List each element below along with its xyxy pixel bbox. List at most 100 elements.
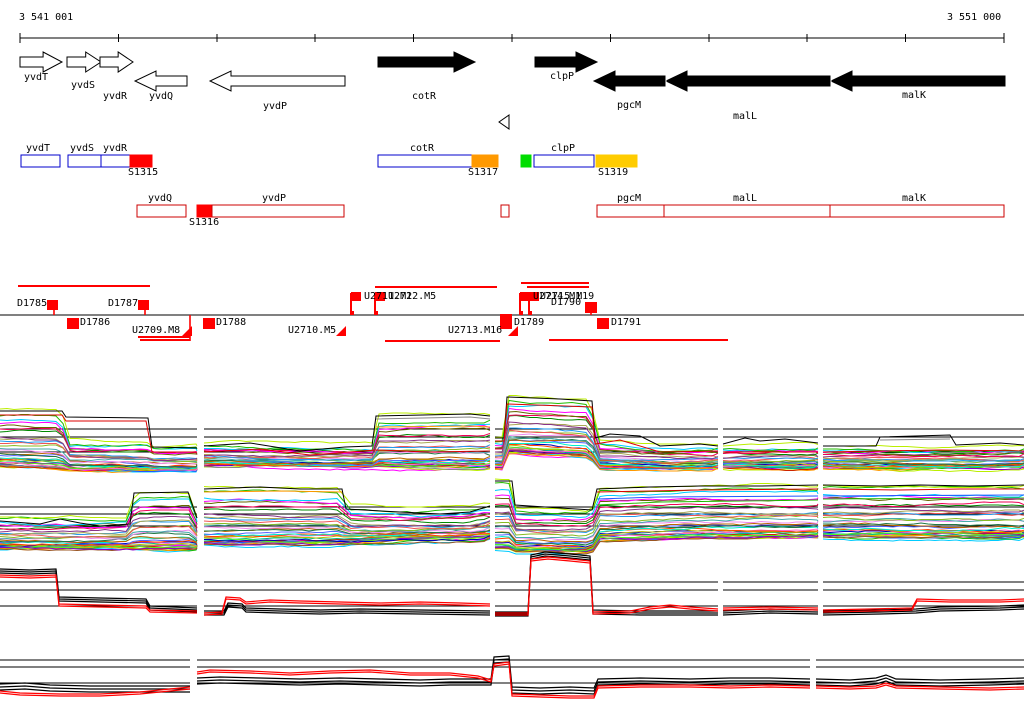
probe-flag-U2712.M5-label[interactable]: U2712.M5 — [388, 291, 437, 302]
expression-track-3-series — [204, 604, 491, 614]
segment-box-yvdR[interactable] — [100, 154, 131, 168]
expression-track-2-series — [0, 516, 198, 533]
expression-track-4-series — [815, 684, 1024, 691]
probe-flag-D1787[interactable] — [138, 300, 149, 310]
expression-track-4-series — [196, 663, 811, 699]
gene-arrow-yvdQ[interactable] — [133, 70, 188, 92]
segment-label-S1319: S1319 — [598, 167, 629, 178]
segment-box-S1319[interactable] — [595, 154, 638, 168]
expression-track-3-series — [722, 610, 819, 614]
probe-flag-D1787-label[interactable]: D1787 — [108, 298, 139, 309]
segment-box-yvdS[interactable] — [67, 154, 102, 168]
expression-track-2-series — [495, 533, 819, 555]
expression-track-3-series — [722, 612, 819, 616]
expression-track-2-highlight — [203, 486, 491, 515]
expression-track-4-series — [815, 680, 1024, 687]
expression-track-3-series — [822, 608, 1024, 616]
segment-box-yvdT[interactable] — [20, 154, 61, 168]
expression-track-4-series — [0, 688, 191, 697]
segment-label-cotR: cotR — [410, 143, 435, 154]
expression-track-1-series — [723, 464, 819, 468]
probe-flag-D1786-label[interactable]: D1786 — [80, 317, 111, 328]
probe-flag-D1790[interactable] — [585, 302, 597, 313]
probe-flag-D1790-label[interactable]: D1790 — [551, 297, 582, 308]
expression-track-2-series — [204, 525, 491, 534]
gene-arrow-pgcM[interactable] — [592, 70, 667, 92]
expression-track-4-series — [0, 686, 191, 695]
expression-track-2-series — [822, 516, 1024, 521]
probe-flag-U2715.M19-foot — [528, 311, 532, 315]
expression-track-1-series — [722, 447, 819, 452]
gene-arrow-malL[interactable] — [664, 70, 832, 92]
probe-flag-D1789-label[interactable]: D1789 — [514, 317, 545, 328]
probe-flag-U2713.M16-label[interactable]: U2713.M16 — [448, 325, 503, 336]
expression-track-2-series — [494, 506, 819, 532]
expression-track-1-series — [822, 461, 1024, 467]
segment-box-yvdQ[interactable] — [136, 204, 187, 218]
segment-box-malK[interactable] — [829, 204, 1005, 218]
probe-flag-U2714.M1-label[interactable]: U2714.M1 — [533, 291, 582, 302]
expression-track-2-highlight — [822, 488, 1024, 491]
segment-box-S1316[interactable] — [196, 204, 213, 218]
expression-track-1-series — [722, 442, 819, 447]
probe-flag-U2715.M19[interactable] — [529, 292, 539, 301]
gene-arrow-malK[interactable] — [829, 70, 1006, 92]
probe-flag-U2711.M2[interactable] — [351, 292, 361, 301]
expression-track-2-series — [494, 504, 819, 526]
probe-flag-U2715.M19-label[interactable]: U2715.M19 — [540, 291, 595, 302]
gene-label-clpP: clpP — [550, 71, 575, 82]
expression-track-1-series — [722, 466, 819, 471]
expression-track-2-highlight — [596, 488, 819, 493]
probe-flag-U2710.M5[interactable] — [336, 326, 346, 336]
segment-label-malL: malL — [733, 193, 758, 204]
segment-box-unlabeled[interactable] — [500, 204, 510, 218]
probe-flag-D1785[interactable] — [47, 300, 58, 310]
gene-arrow-cotR[interactable] — [377, 51, 477, 73]
probe-flag-U2713.M16[interactable] — [508, 326, 518, 336]
probe-flag-U2714.M1[interactable] — [520, 292, 530, 301]
expression-track-2-series — [0, 498, 198, 526]
expression-track-1-series — [203, 459, 491, 467]
expression-track-2-series — [494, 522, 819, 543]
gene-arrow-yvdT[interactable] — [19, 51, 64, 73]
segment-box-unlabeled[interactable] — [520, 154, 532, 168]
segment-box-cotR[interactable] — [377, 154, 473, 168]
probe-flag-D1789[interactable] — [500, 314, 512, 329]
gene-label-yvdQ: yvdQ — [149, 91, 174, 102]
gene-arrow-yvdP[interactable] — [208, 70, 346, 92]
expression-track-2-highlight — [822, 494, 1024, 497]
expression-track-2-highlight — [0, 491, 198, 527]
segment-box-yvdP[interactable] — [211, 204, 345, 218]
expression-track-2-series — [822, 534, 1024, 539]
probe-flag-D1788[interactable] — [203, 318, 215, 329]
probe-flag-D1791[interactable] — [597, 318, 609, 329]
segment-box-malL[interactable] — [663, 204, 831, 218]
probe-flag-D1785-label[interactable]: D1785 — [17, 298, 48, 309]
gene-arrow-clpP[interactable] — [534, 51, 599, 73]
expression-track-1-series — [494, 442, 719, 468]
probe-flag-D1788-label[interactable]: D1788 — [216, 317, 247, 328]
probe-flag-U2709.M8-label[interactable]: U2709.M8 — [132, 325, 181, 336]
expression-track-2-series — [203, 508, 491, 524]
expression-track-1-series — [0, 437, 198, 462]
expression-track-2-series — [495, 524, 819, 546]
expression-track-1-series — [0, 440, 198, 461]
gene-arrow-yvdR[interactable] — [99, 51, 134, 73]
gene-arrow-yvdS[interactable] — [66, 51, 102, 73]
probe-flag-U2712.M5[interactable] — [375, 292, 385, 301]
probe-flag-U2711.M2-label[interactable]: U2711.M2 — [364, 291, 413, 302]
expression-track-1-highlight — [879, 438, 951, 441]
expression-track-2-series — [203, 514, 491, 527]
segment-box-clpP[interactable] — [533, 154, 595, 168]
expression-track-2-series — [822, 484, 1024, 489]
expression-track-1-highlight — [822, 449, 1024, 453]
probe-flag-U2710.M5-label[interactable]: U2710.M5 — [288, 325, 337, 336]
expression-track-2-series — [822, 522, 1024, 529]
segment-box-pgcM[interactable] — [596, 204, 665, 218]
segment-box-S1317[interactable] — [471, 154, 499, 168]
expression-track-4-series — [815, 674, 1024, 681]
probe-flag-D1791-label[interactable]: D1791 — [611, 317, 642, 328]
probe-flag-D1786[interactable] — [67, 318, 79, 329]
expression-track-1-series — [0, 462, 198, 472]
segment-box-S1315[interactable] — [129, 154, 153, 168]
